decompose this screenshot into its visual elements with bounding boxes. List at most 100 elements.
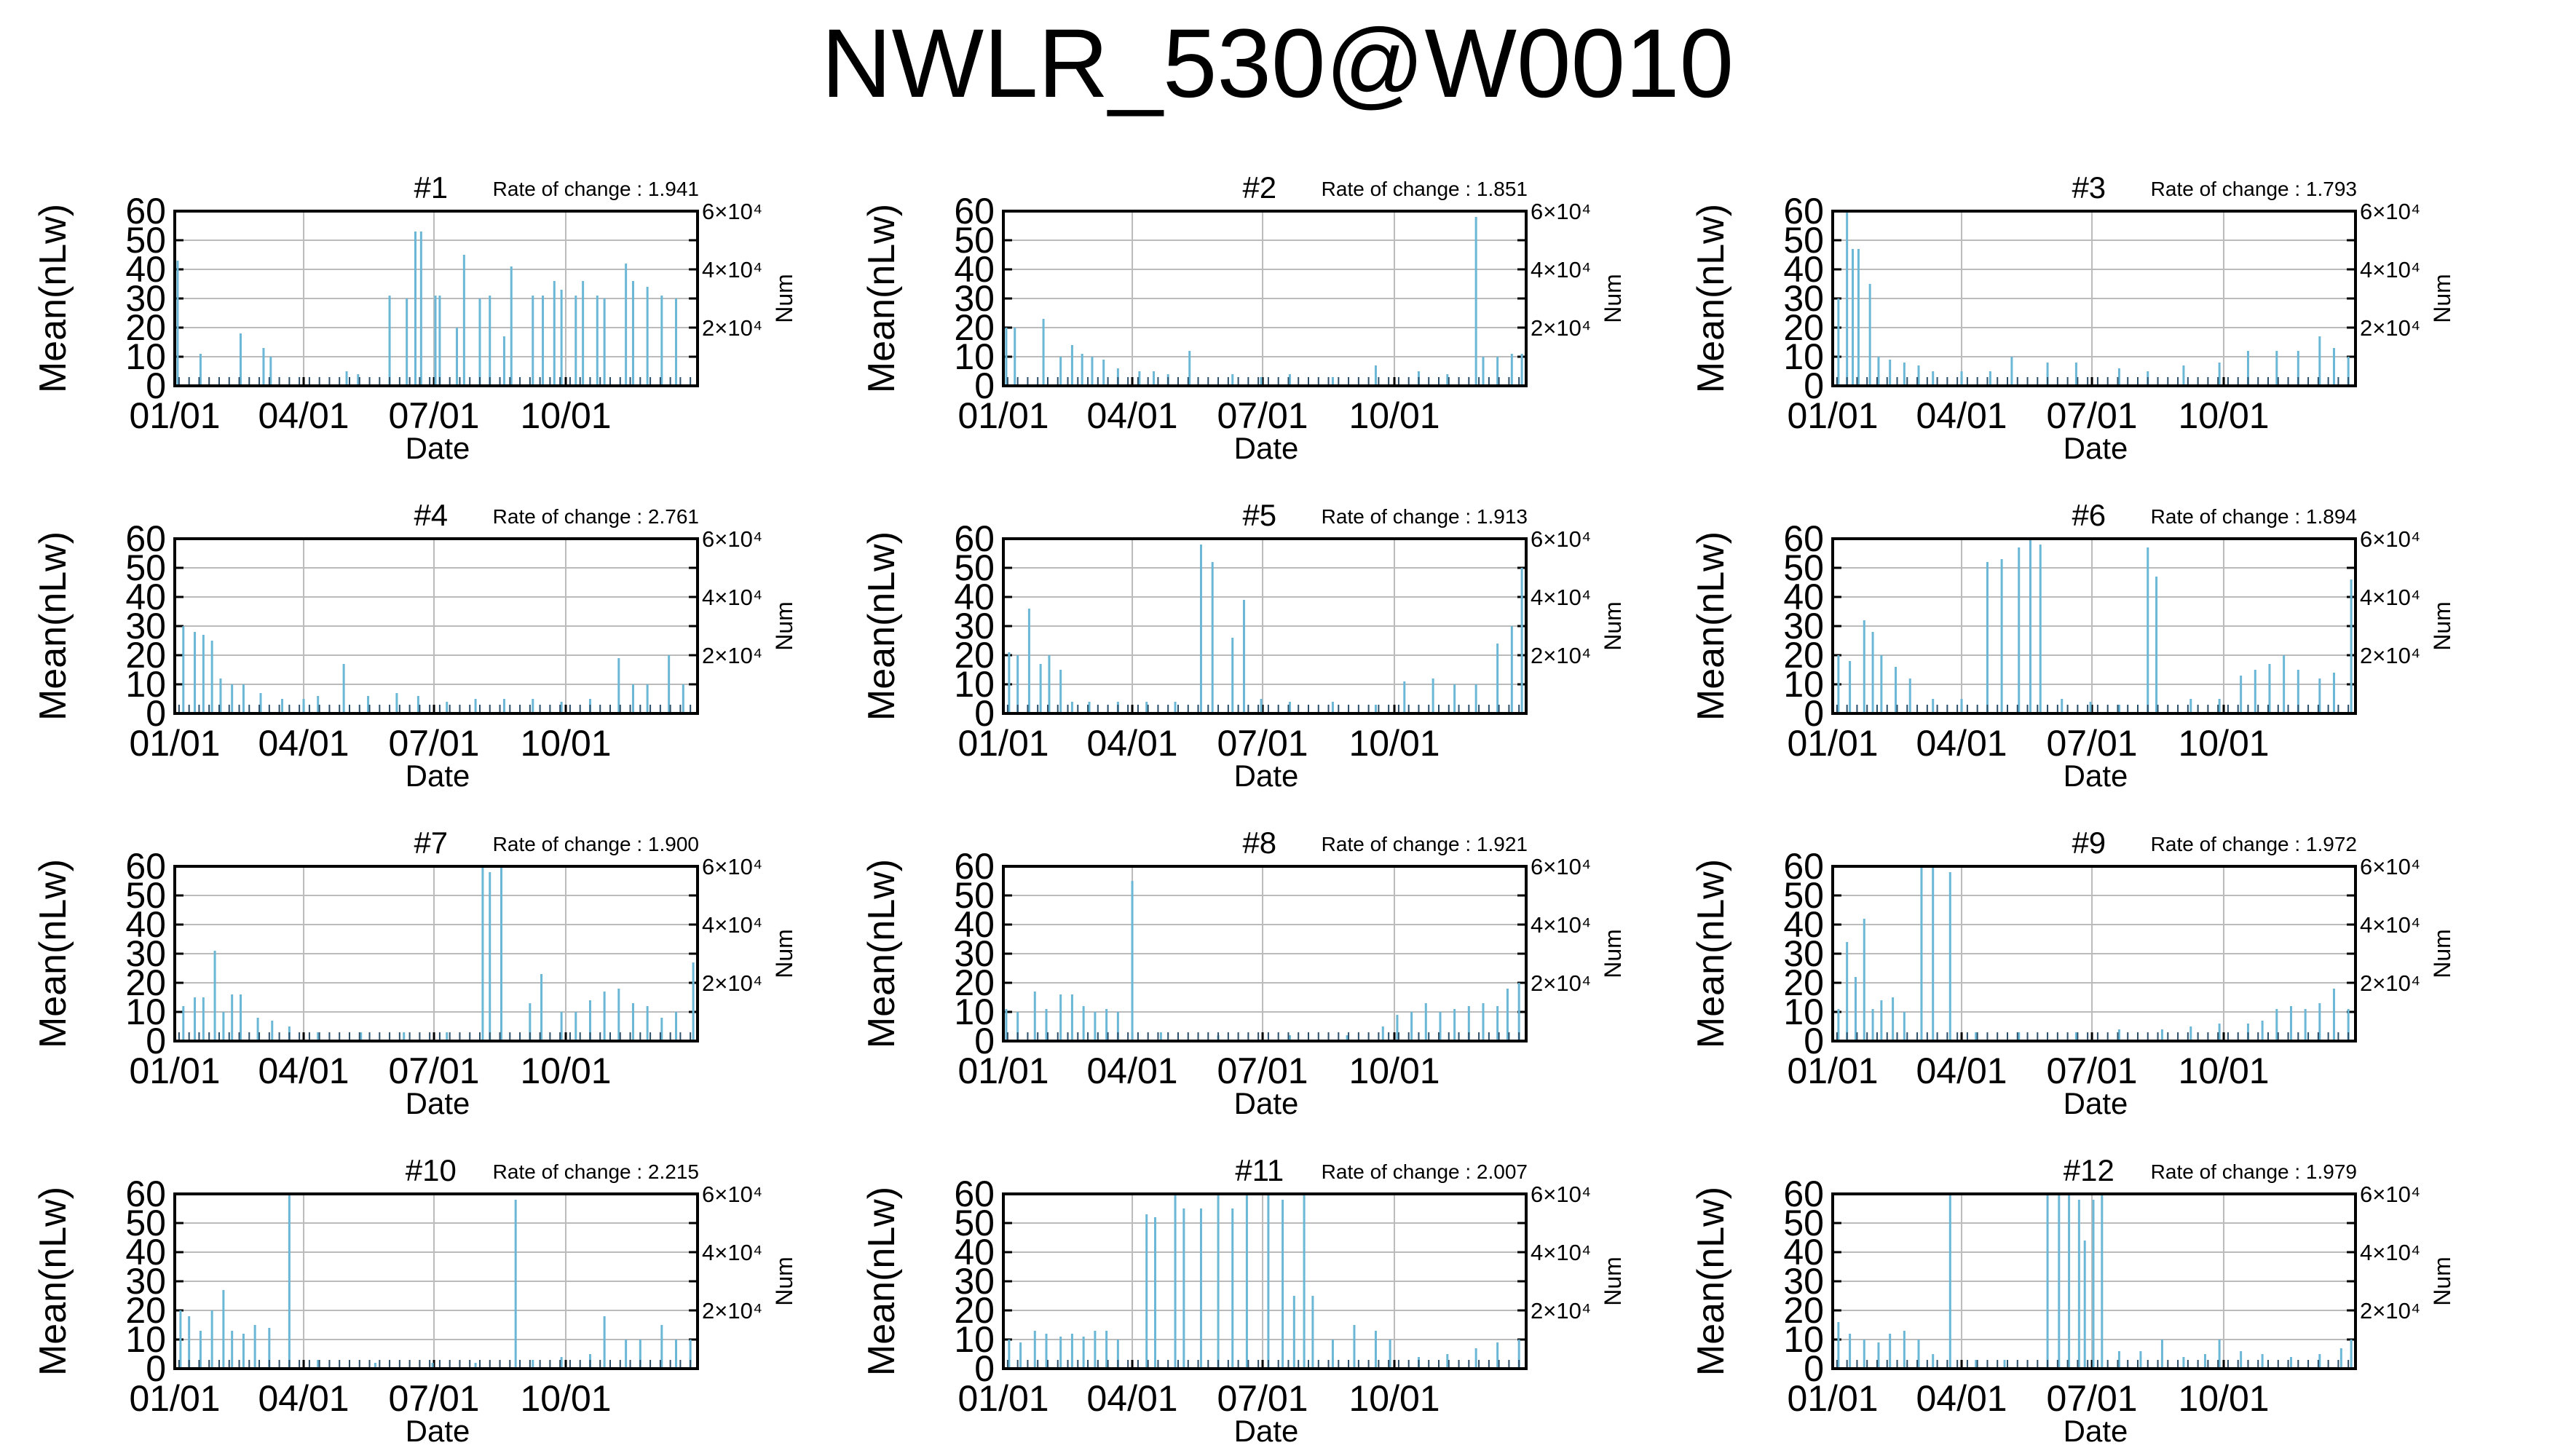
y-tick-label: 60 xyxy=(1783,846,1824,887)
y-tick-label: 50 xyxy=(954,547,995,588)
y-tick-label: 60 xyxy=(125,1174,166,1214)
x-tick-label: 10/01 xyxy=(2178,395,2269,436)
y-tick-label: 30 xyxy=(954,933,995,974)
x-axis-label: Date xyxy=(1234,1086,1299,1120)
y-tick-label: 20 xyxy=(1783,635,1824,676)
x-axis-label: Date xyxy=(2064,1414,2128,1448)
y2-tick-label: 6×10⁴ xyxy=(1531,199,1591,224)
y-tick-label: 60 xyxy=(1783,518,1824,559)
panel-title: #1 xyxy=(414,170,448,205)
x-tick-label: 07/01 xyxy=(388,723,479,764)
y2-tick-label: 6×10⁴ xyxy=(702,854,762,879)
y-axis-label: Mean(nLw) xyxy=(32,859,74,1048)
y2-tick-label: 6×10⁴ xyxy=(1531,854,1591,879)
y-tick-label: 60 xyxy=(954,846,995,887)
x-tick-label: 04/01 xyxy=(1916,1051,2007,1091)
plot-frame xyxy=(173,1192,699,1370)
plot-frame xyxy=(1831,537,2357,715)
x-tick-label: 10/01 xyxy=(2178,1051,2269,1091)
plot-frame xyxy=(1002,1192,1528,1370)
y2-tick-label: 2×10⁴ xyxy=(1531,315,1591,341)
y-tick-label: 60 xyxy=(125,846,166,887)
rate-of-change: Rate of change : 2.761 xyxy=(493,505,699,528)
y-axis-label: Mean(nLw) xyxy=(861,1187,903,1376)
y2-axis-label: Num xyxy=(1600,601,1626,651)
y2-axis-label: Num xyxy=(2429,1257,2455,1306)
y-tick-label: 20 xyxy=(125,962,166,1003)
y-axis-label: Mean(nLw) xyxy=(861,531,903,721)
x-tick-label: 07/01 xyxy=(2046,395,2137,436)
plot-frame xyxy=(173,210,699,387)
y-tick-label: 10 xyxy=(954,336,995,377)
x-tick-label: 07/01 xyxy=(2046,1051,2137,1091)
y-tick-label: 50 xyxy=(954,875,995,916)
y-tick-label: 10 xyxy=(954,992,995,1032)
panel-title: #12 xyxy=(2064,1153,2114,1187)
y-tick-label: 30 xyxy=(1783,278,1824,319)
x-tick-label: 07/01 xyxy=(388,1051,479,1091)
x-tick-label: 10/01 xyxy=(520,1378,611,1419)
y-tick-label: 50 xyxy=(954,1203,995,1243)
x-tick-label: 07/01 xyxy=(1217,1051,1308,1091)
y-tick-label: 20 xyxy=(954,962,995,1003)
y2-tick-label: 4×10⁴ xyxy=(702,585,762,610)
figure-title: NWLR_530@W0010 xyxy=(821,9,1734,118)
rate-of-change: Rate of change : 1.972 xyxy=(2151,833,2357,855)
y-tick-label: 60 xyxy=(954,1174,995,1214)
y2-tick-label: 2×10⁴ xyxy=(2360,970,2420,996)
y2-axis-label: Num xyxy=(771,601,797,651)
y-tick-label: 60 xyxy=(954,191,995,232)
y-tick-label: 20 xyxy=(1783,1290,1824,1331)
x-axis-label: Date xyxy=(406,1414,470,1448)
x-axis-label: Date xyxy=(1234,1414,1299,1448)
y-tick-label: 0 xyxy=(974,1021,995,1061)
y2-tick-label: 6×10⁴ xyxy=(2360,1182,2420,1207)
y2-axis-label: Num xyxy=(2429,274,2455,323)
y-tick-label: 50 xyxy=(1783,1203,1824,1243)
x-tick-label: 01/01 xyxy=(1787,395,1878,436)
y-tick-label: 0 xyxy=(146,1021,166,1061)
panel-title: #2 xyxy=(1242,170,1276,205)
y-tick-label: 30 xyxy=(954,606,995,646)
y-axis-label: Mean(nLw) xyxy=(1690,204,1732,393)
y-tick-label: 40 xyxy=(1783,577,1824,617)
y-tick-label: 30 xyxy=(1783,606,1824,646)
y-tick-label: 30 xyxy=(125,606,166,646)
y2-axis-label: Num xyxy=(771,274,797,323)
y-tick-label: 30 xyxy=(125,933,166,974)
y2-tick-label: 4×10⁴ xyxy=(702,1240,762,1265)
plot-frame xyxy=(1831,865,2357,1042)
y2-tick-label: 6×10⁴ xyxy=(2360,199,2420,224)
x-tick-label: 07/01 xyxy=(388,395,479,436)
y-tick-label: 30 xyxy=(125,1261,166,1302)
y-tick-label: 60 xyxy=(125,518,166,559)
x-tick-label: 07/01 xyxy=(388,1378,479,1419)
y-tick-label: 20 xyxy=(125,1290,166,1331)
y2-tick-label: 4×10⁴ xyxy=(2360,257,2420,282)
y-tick-label: 40 xyxy=(1783,249,1824,290)
rate-of-change: Rate of change : 1.941 xyxy=(493,178,699,200)
rate-of-change: Rate of change : 1.900 xyxy=(493,833,699,855)
y-tick-label: 60 xyxy=(1783,191,1824,232)
x-tick-label: 07/01 xyxy=(2046,1378,2137,1419)
y-tick-label: 30 xyxy=(125,278,166,319)
x-tick-label: 01/01 xyxy=(1787,1051,1878,1091)
y2-tick-label: 4×10⁴ xyxy=(1531,1240,1591,1265)
rate-of-change: Rate of change : 2.007 xyxy=(1322,1160,1528,1183)
x-tick-label: 01/01 xyxy=(129,1378,220,1419)
y2-tick-label: 4×10⁴ xyxy=(2360,1240,2420,1265)
x-tick-label: 04/01 xyxy=(258,395,349,436)
y-tick-label: 50 xyxy=(125,875,166,916)
x-axis-label: Date xyxy=(2064,759,2128,793)
y-tick-label: 20 xyxy=(125,635,166,676)
x-tick-label: 01/01 xyxy=(957,1378,1049,1419)
y2-tick-label: 6×10⁴ xyxy=(702,1182,762,1207)
